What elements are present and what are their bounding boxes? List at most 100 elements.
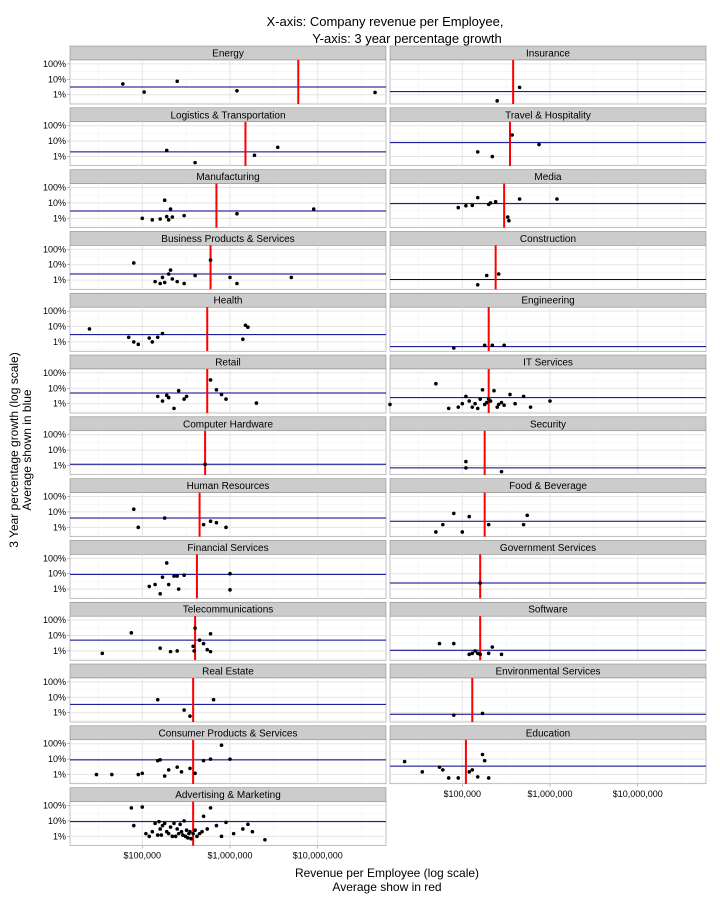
facet-strip-label: Travel & Hospitality — [505, 110, 591, 121]
data-point — [521, 522, 526, 527]
data-point — [228, 275, 232, 280]
data-point — [153, 582, 157, 587]
data-point — [200, 829, 204, 834]
y-tick-label: 1% — [53, 275, 66, 285]
data-point — [480, 388, 485, 392]
facet-panel-bg — [69, 306, 387, 352]
data-point — [467, 514, 472, 519]
data-point — [252, 153, 257, 158]
data-point — [195, 834, 199, 839]
data-point — [470, 405, 475, 409]
data-point — [460, 401, 465, 406]
data-point — [172, 574, 176, 578]
facet-panel-bg — [69, 739, 387, 785]
data-point — [451, 511, 456, 516]
data-point — [484, 400, 489, 405]
x-tick-label: $100,000 — [124, 851, 162, 861]
data-point — [166, 395, 171, 400]
facet-business-products-services: Business Products & Services 1% 10% 100% — [43, 231, 387, 290]
facet-panel-bg — [389, 739, 707, 785]
facet-strip-label: Manufacturing — [196, 172, 259, 183]
facet-strip-label: Health — [214, 296, 243, 307]
facet-food-beverage: Food & Beverage — [389, 478, 707, 537]
data-point — [176, 587, 181, 591]
data-point — [158, 827, 162, 831]
data-point — [513, 401, 517, 406]
data-point — [246, 325, 250, 330]
facet-panel-bg — [69, 430, 387, 476]
data-point — [495, 99, 499, 103]
data-point — [507, 218, 511, 223]
data-point — [129, 631, 134, 635]
data-point — [470, 768, 475, 772]
y-tick-label: 100% — [43, 430, 66, 440]
data-point — [493, 199, 498, 204]
data-point — [464, 459, 468, 464]
data-point — [182, 397, 186, 401]
y-tick-label: 100% — [43, 739, 66, 749]
facet-health: Health 1% 10% 100% — [43, 292, 387, 352]
data-point — [548, 399, 552, 403]
facet-panel-bg — [389, 615, 707, 661]
data-point — [231, 831, 236, 836]
x-tick-label: $10,000,000 — [613, 789, 663, 799]
data-point — [193, 626, 197, 630]
data-point — [164, 214, 169, 219]
y-tick-label: 1% — [53, 337, 66, 347]
facet-manufacturing: Manufacturing 1% 10% 100% — [43, 169, 387, 228]
data-point — [201, 522, 206, 527]
data-point — [205, 647, 210, 652]
data-point — [188, 829, 192, 834]
data-point — [492, 388, 496, 393]
data-point — [166, 218, 171, 222]
facet-education: Education $100,000 $1,000,000 $10,000,000 — [389, 725, 707, 799]
data-point — [100, 651, 105, 656]
data-point — [175, 279, 179, 284]
y-tick-label: 1% — [53, 646, 66, 656]
data-point — [502, 403, 506, 408]
data-point — [155, 335, 160, 340]
data-point — [484, 273, 489, 278]
facet-strip-label: Engineering — [521, 296, 574, 307]
y-tick-label: 10% — [48, 383, 66, 393]
data-point — [475, 195, 480, 200]
data-point — [166, 831, 171, 836]
data-point — [208, 806, 213, 810]
data-point — [475, 406, 480, 411]
data-point — [470, 203, 475, 208]
data-point — [182, 573, 186, 578]
data-point — [482, 343, 487, 348]
data-point — [437, 765, 442, 769]
x-axis-title-line-2: Average show in red — [332, 880, 441, 894]
data-point — [136, 342, 141, 347]
data-point — [131, 340, 136, 344]
y-axis-title-line-1: 3 Year percentage growth (log scale) — [7, 352, 21, 547]
data-point — [388, 402, 392, 407]
facet-panel-bg — [69, 554, 387, 599]
facet-panel-bg — [69, 368, 387, 414]
facet-panel-bg — [389, 677, 707, 723]
data-point — [166, 582, 171, 587]
data-point — [179, 770, 184, 774]
data-point — [214, 388, 219, 392]
y-tick-label: 10% — [48, 260, 66, 270]
data-point — [158, 758, 162, 762]
data-point — [456, 776, 461, 780]
y-axis-title-line-2: Average shown in blue — [20, 389, 34, 511]
chart-title-line-2: Y-axis: 3 year percentage growth — [312, 31, 502, 46]
data-point — [126, 335, 131, 340]
data-point — [189, 836, 193, 841]
data-point — [456, 205, 461, 210]
data-point — [228, 757, 232, 761]
data-point — [166, 272, 171, 276]
data-point — [517, 85, 522, 90]
data-point — [496, 272, 501, 276]
data-point — [490, 343, 495, 348]
y-tick-label: 10% — [48, 322, 66, 332]
data-point — [193, 160, 197, 165]
data-point — [499, 469, 504, 474]
data-point — [131, 507, 136, 512]
data-point — [464, 466, 468, 470]
data-point — [537, 142, 541, 147]
